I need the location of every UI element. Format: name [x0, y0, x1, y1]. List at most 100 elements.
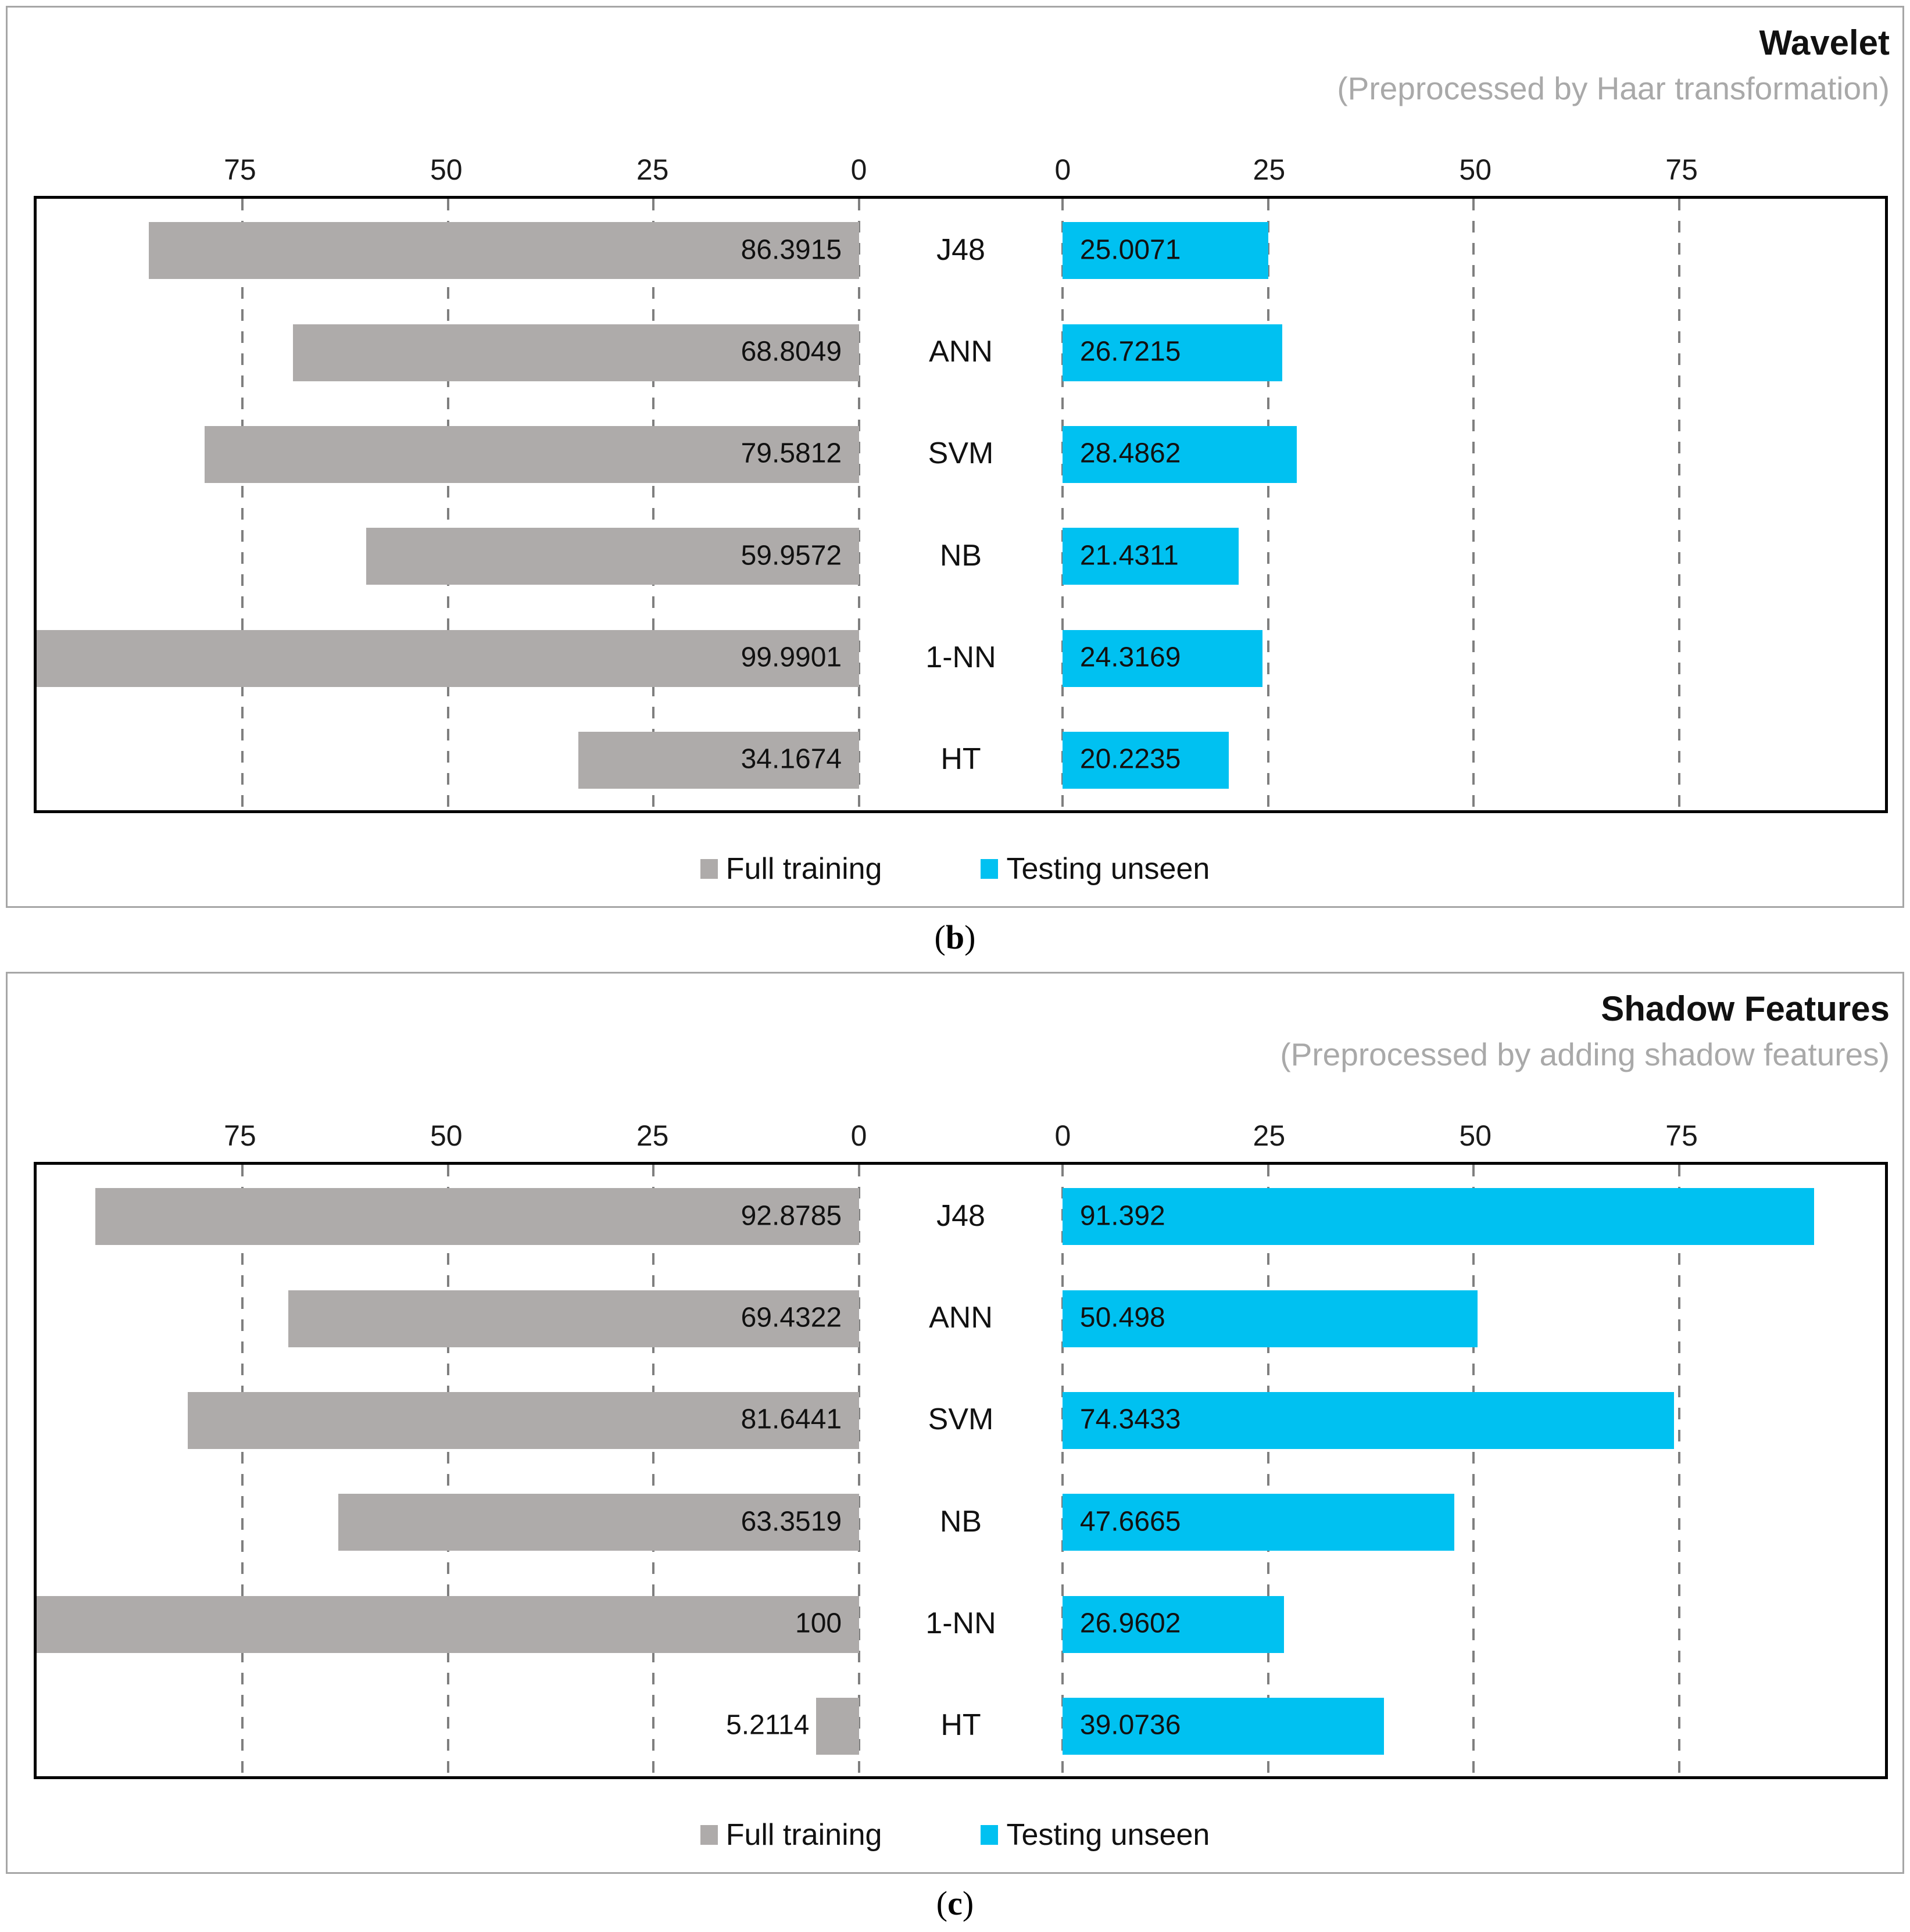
value-label-full-training: 92.8785	[741, 1200, 842, 1232]
bar-rows: 86.3915 J48 25.0071 68.8049 ANN 26.7215 79.581…	[37, 199, 1885, 810]
bar-testing-unseen	[1062, 1494, 1455, 1551]
panel-wavelet: Wavelet (Preprocessed by Haar transforma…	[6, 6, 1904, 908]
figure-page: { "colors": { "full_training": "#aeabaa"…	[0, 6, 1910, 1930]
category-label: HT	[940, 1708, 981, 1743]
legend-item-full-training: Full training	[700, 851, 882, 886]
plot-wrap: 75 50 25 0 0 25 50 75 92.8785 J48 91.392 69.4322 AN…	[34, 1113, 1888, 1779]
value-label-testing-unseen: 74.3433	[1079, 1404, 1181, 1435]
value-label-full-training: 79.5812	[741, 438, 842, 469]
plot-wrap: 75 50 25 0 0 25 50 75 86.3915 J48 25.0071 68.8049 A…	[34, 147, 1888, 813]
value-label-full-training: 100	[795, 1608, 842, 1639]
tick-label: 25	[1253, 1119, 1286, 1152]
bar-full-training	[204, 425, 860, 484]
category-label: SVM	[928, 437, 994, 471]
caption-letter: b	[945, 918, 965, 956]
bar-testing-unseen	[1062, 425, 1297, 484]
value-label-testing-unseen: 39.0736	[1079, 1709, 1181, 1741]
bar-row: 81.6441 SVM 74.3433	[37, 1369, 1885, 1471]
gridline	[241, 199, 244, 810]
axis-ticks: 75 50 25 0 0 25 50 75	[34, 1113, 1888, 1162]
tick-label: 0	[1054, 1119, 1071, 1152]
value-label-full-training: 86.3915	[741, 234, 842, 266]
value-label-testing-unseen: 26.7215	[1079, 336, 1181, 367]
plot-area: 92.8785 J48 91.392 69.4322 ANN 50.498 81.6441 S…	[34, 1162, 1888, 1779]
panel-shadow-features: Shadow Features (Preprocessed by adding …	[6, 972, 1904, 1874]
category-label: ANN	[929, 1300, 993, 1334]
value-label-full-training: 34.1674	[741, 743, 842, 775]
tick-label: 75	[224, 153, 256, 186]
bar-testing-unseen	[1062, 1697, 1384, 1755]
gridline	[1267, 199, 1269, 810]
caption-paren: (	[936, 1884, 948, 1922]
tick-label: 25	[636, 1119, 669, 1152]
tick-label: 75	[1665, 1119, 1698, 1152]
bar-testing-unseen	[1062, 528, 1239, 585]
caption-b: (b)	[0, 908, 1910, 966]
value-label-full-training: 69.4322	[741, 1302, 842, 1333]
bar-full-training	[288, 1290, 860, 1347]
gridline	[1061, 1165, 1064, 1776]
tick-label: 50	[430, 1119, 463, 1152]
category-label: J48	[936, 232, 985, 267]
legend-item-testing-unseen: Testing unseen	[981, 851, 1210, 886]
bar-rows: 92.8785 J48 91.392 69.4322 ANN 50.498 81.6441 S…	[37, 1165, 1885, 1776]
bar-row: 99.9901 1-NN 24.3169	[37, 606, 1885, 708]
tick-label: 75	[224, 1119, 256, 1152]
gridline	[1678, 1165, 1681, 1776]
category-label: 1-NN	[925, 1606, 996, 1640]
gridline	[1678, 199, 1681, 810]
value-label-full-training: 81.6441	[741, 1404, 842, 1435]
bar-row: 86.3915 J48 25.0071	[37, 199, 1885, 300]
value-label-full-training: 59.9572	[741, 540, 842, 571]
legend-label: Testing unseen	[1006, 852, 1210, 886]
bar-full-training	[37, 1595, 860, 1653]
value-label-testing-unseen: 25.0071	[1079, 234, 1181, 266]
gridline	[1472, 199, 1475, 810]
plot-area: 86.3915 J48 25.0071 68.8049 ANN 26.7215 79.581…	[34, 196, 1888, 813]
gridline	[858, 1165, 861, 1776]
chart-subtitle: (Preprocessed by Haar transformation)	[1337, 70, 1890, 106]
legend-label: Full training	[725, 852, 882, 886]
bar-testing-unseen	[1062, 1290, 1478, 1347]
bar-full-training	[366, 528, 860, 585]
bar-testing-unseen	[1062, 1595, 1285, 1653]
bar-testing-unseen	[1062, 731, 1229, 789]
category-label: 1-NN	[925, 640, 996, 674]
chart-header: Wavelet (Preprocessed by Haar transforma…	[1337, 23, 1890, 109]
chart-legend: Full training Testing unseen	[8, 851, 1902, 886]
category-label: NB	[939, 1504, 982, 1539]
full-training-swatch-icon	[700, 859, 718, 879]
testing-unseen-swatch-icon	[981, 1825, 999, 1845]
bar-full-training	[816, 1697, 860, 1755]
value-label-testing-unseen: 21.4311	[1079, 540, 1179, 571]
bar-row: 100 1-NN 26.9602	[37, 1572, 1885, 1674]
axis-ticks: 75 50 25 0 0 25 50 75	[34, 147, 1888, 196]
tick-label: 25	[636, 153, 669, 186]
gridline	[652, 199, 655, 810]
tick-label: 25	[1253, 153, 1286, 186]
gridline	[241, 1165, 244, 1776]
legend-item-testing-unseen: Testing unseen	[981, 1817, 1210, 1852]
bar-row: 92.8785 J48 91.392	[37, 1165, 1885, 1266]
caption-letter: c	[947, 1884, 963, 1922]
tick-label: 50	[430, 153, 463, 186]
bar-testing-unseen	[1062, 1188, 1815, 1246]
bar-row: 5.2114 HT 39.0736	[37, 1675, 1885, 1776]
bar-testing-unseen	[1062, 324, 1283, 381]
bar-full-training	[338, 1494, 860, 1551]
value-label-testing-unseen: 28.4862	[1079, 438, 1181, 469]
bar-testing-unseen	[1062, 629, 1262, 687]
caption-c: (c)	[0, 1874, 1910, 1932]
tick-label: 0	[1054, 153, 1071, 186]
bar-testing-unseen	[1062, 1391, 1674, 1450]
bar-row: 34.1674 HT 20.2235	[37, 709, 1885, 810]
bar-full-training	[578, 731, 860, 789]
legend-label: Full training	[725, 1818, 882, 1852]
bar-full-training	[187, 1391, 860, 1450]
bar-row: 69.4322 ANN 50.498	[37, 1266, 1885, 1368]
category-label: HT	[940, 742, 981, 777]
chart-title: Wavelet	[1759, 23, 1890, 62]
tick-label: 50	[1459, 1119, 1492, 1152]
chart-legend: Full training Testing unseen	[8, 1817, 1902, 1852]
value-label-testing-unseen: 47.6665	[1079, 1506, 1181, 1537]
